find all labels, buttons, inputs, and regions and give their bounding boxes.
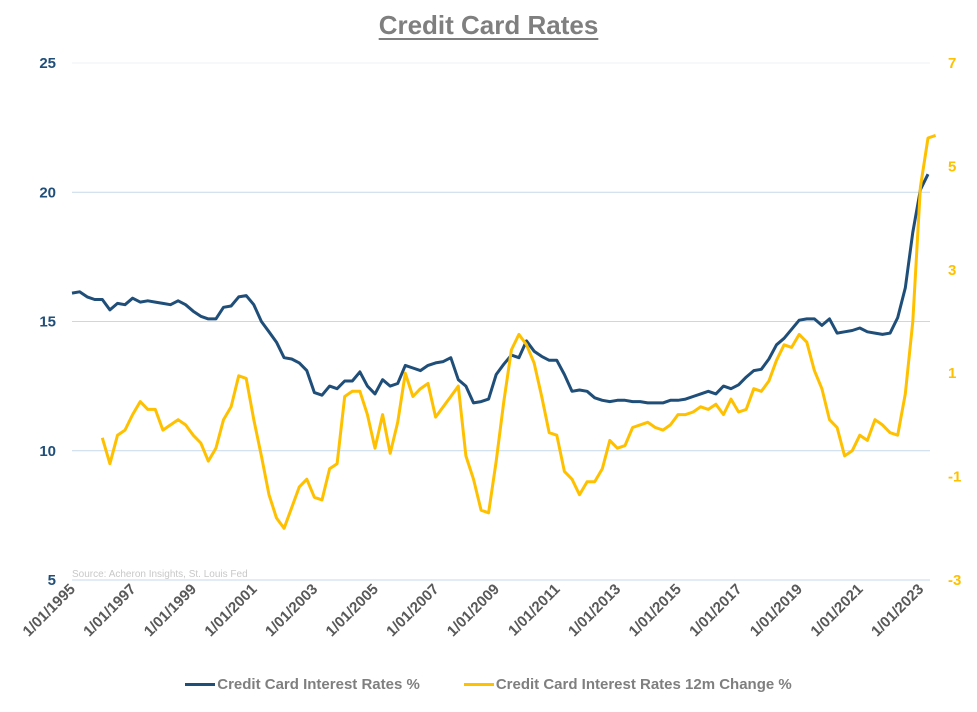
y-tick-label-right: -1 bbox=[948, 469, 961, 486]
y-tick-label-left: 20 bbox=[39, 184, 56, 201]
x-axis-ticks: 1/01/1995 1/01/1997 1/01/1999 1/01/2001 1/01… bbox=[20, 581, 928, 640]
x-tick-label: 1/01/2017 bbox=[686, 581, 745, 640]
x-tick-label: 1/01/1995 bbox=[20, 581, 79, 640]
y-tick-label-right: 7 bbox=[948, 55, 956, 72]
x-tick-label: 1/01/2015 bbox=[626, 581, 685, 640]
x-tick-label: 1/01/1997 bbox=[80, 581, 139, 640]
series-line-12m-change bbox=[100, 133, 937, 530]
x-tick-label: 1/01/2009 bbox=[444, 581, 503, 640]
y-tick-label-left: 10 bbox=[39, 443, 56, 460]
y-tick-label-right: 5 bbox=[948, 158, 956, 175]
gridlines bbox=[72, 62, 930, 581]
legend-item-12m-change: Credit Card Interest Rates 12m Change % bbox=[463, 676, 792, 693]
y-tick-label-left: 15 bbox=[39, 314, 56, 331]
x-tick-label: 1/01/2003 bbox=[262, 581, 321, 640]
right-y-axis-ticks: 7 5 3 1 -1 -3 bbox=[948, 55, 961, 589]
source-note: Source: Acheron Insights, St. Louis Fed bbox=[72, 569, 248, 580]
legend-swatch-yellow bbox=[463, 683, 494, 686]
x-tick-label: 1/01/2021 bbox=[807, 581, 866, 640]
y-tick-label-right: 1 bbox=[948, 365, 956, 382]
x-tick-label: 1/01/2011 bbox=[505, 581, 564, 640]
y-tick-label-left: 5 bbox=[48, 572, 56, 589]
y-tick-label-left: 25 bbox=[39, 55, 56, 72]
y-tick-label-right: -3 bbox=[948, 572, 961, 589]
x-tick-label: 1/01/2019 bbox=[747, 581, 806, 640]
legend-swatch-blue bbox=[185, 683, 216, 686]
x-tick-label: 1/01/2005 bbox=[323, 581, 382, 640]
legend-item-credit-card-rates: Credit Card Interest Rates % bbox=[185, 676, 420, 693]
x-tick-label: 1/01/2007 bbox=[383, 581, 442, 640]
x-tick-label: 1/01/1999 bbox=[141, 581, 200, 640]
chart-title-text: Credit Card Rates bbox=[378, 10, 599, 40]
chart-title: Credit Card Rates bbox=[0, 10, 977, 41]
series-line-credit-card-rates bbox=[71, 173, 930, 405]
x-tick-label: 1/01/2013 bbox=[565, 581, 624, 640]
legend-label: Credit Card Interest Rates % bbox=[217, 676, 420, 693]
x-tick-label: 1/01/2023 bbox=[868, 581, 927, 640]
left-y-axis-ticks: 25 20 15 10 5 bbox=[39, 55, 56, 589]
legend-label: Credit Card Interest Rates 12m Change % bbox=[495, 676, 792, 693]
y-tick-label-right: 3 bbox=[948, 262, 956, 279]
x-tick-label: 1/01/2001 bbox=[201, 581, 260, 640]
chart-legend: Credit Card Interest Rates % Credit Card… bbox=[0, 676, 977, 693]
